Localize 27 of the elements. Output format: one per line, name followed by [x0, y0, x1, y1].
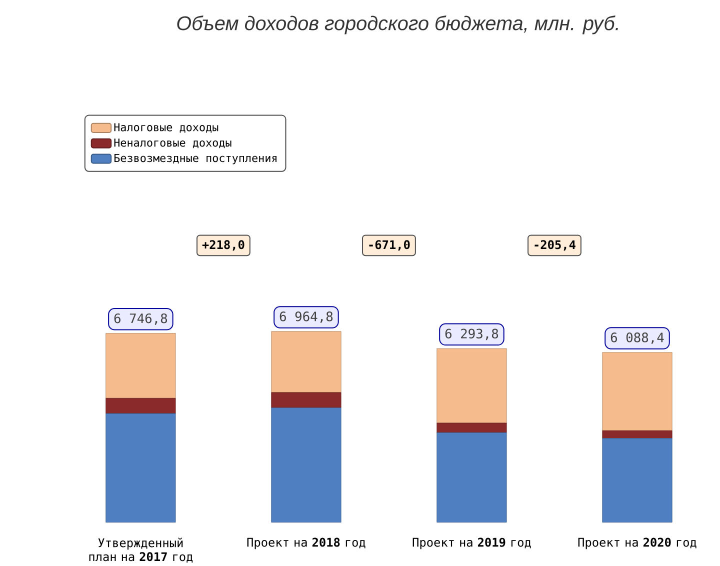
- bar: [106, 398, 176, 414]
- annotation: 6 746,8: [114, 313, 168, 325]
- x-tick-label: Утвержденный план на 2017 год: [89, 538, 193, 563]
- bar: [436, 422, 507, 433]
- legend-label: Безвозмездные поступления: [114, 154, 276, 164]
- text: -205,4: [534, 240, 576, 251]
- x-tick-label: Проект на 2018 год: [247, 538, 366, 550]
- bar: [436, 348, 507, 424]
- bar: [106, 413, 176, 523]
- chart-title: Объем доходов городского бюджета, млн. руб.: [177, 16, 618, 34]
- bar: [602, 438, 672, 523]
- legend-label: Неналоговые доходы: [114, 138, 232, 148]
- annotation: 6 293,8: [445, 328, 498, 340]
- annotation: 6 964,8: [280, 312, 333, 323]
- x-tick-label: Проект на 2020 год: [578, 538, 696, 550]
- bar: [271, 331, 342, 393]
- legend-label: Налоговые доходы: [114, 123, 218, 133]
- bar: [436, 432, 507, 523]
- bar: [106, 333, 176, 398]
- x-tick-label: Проект на 2019 год: [412, 538, 531, 550]
- text: -671,0: [369, 240, 410, 251]
- annotation: 6 088,4: [610, 332, 664, 344]
- bar: [602, 352, 672, 431]
- bar: [271, 392, 342, 408]
- text: +218,0: [202, 240, 244, 251]
- bar: [271, 408, 342, 523]
- bar: [602, 430, 672, 439]
